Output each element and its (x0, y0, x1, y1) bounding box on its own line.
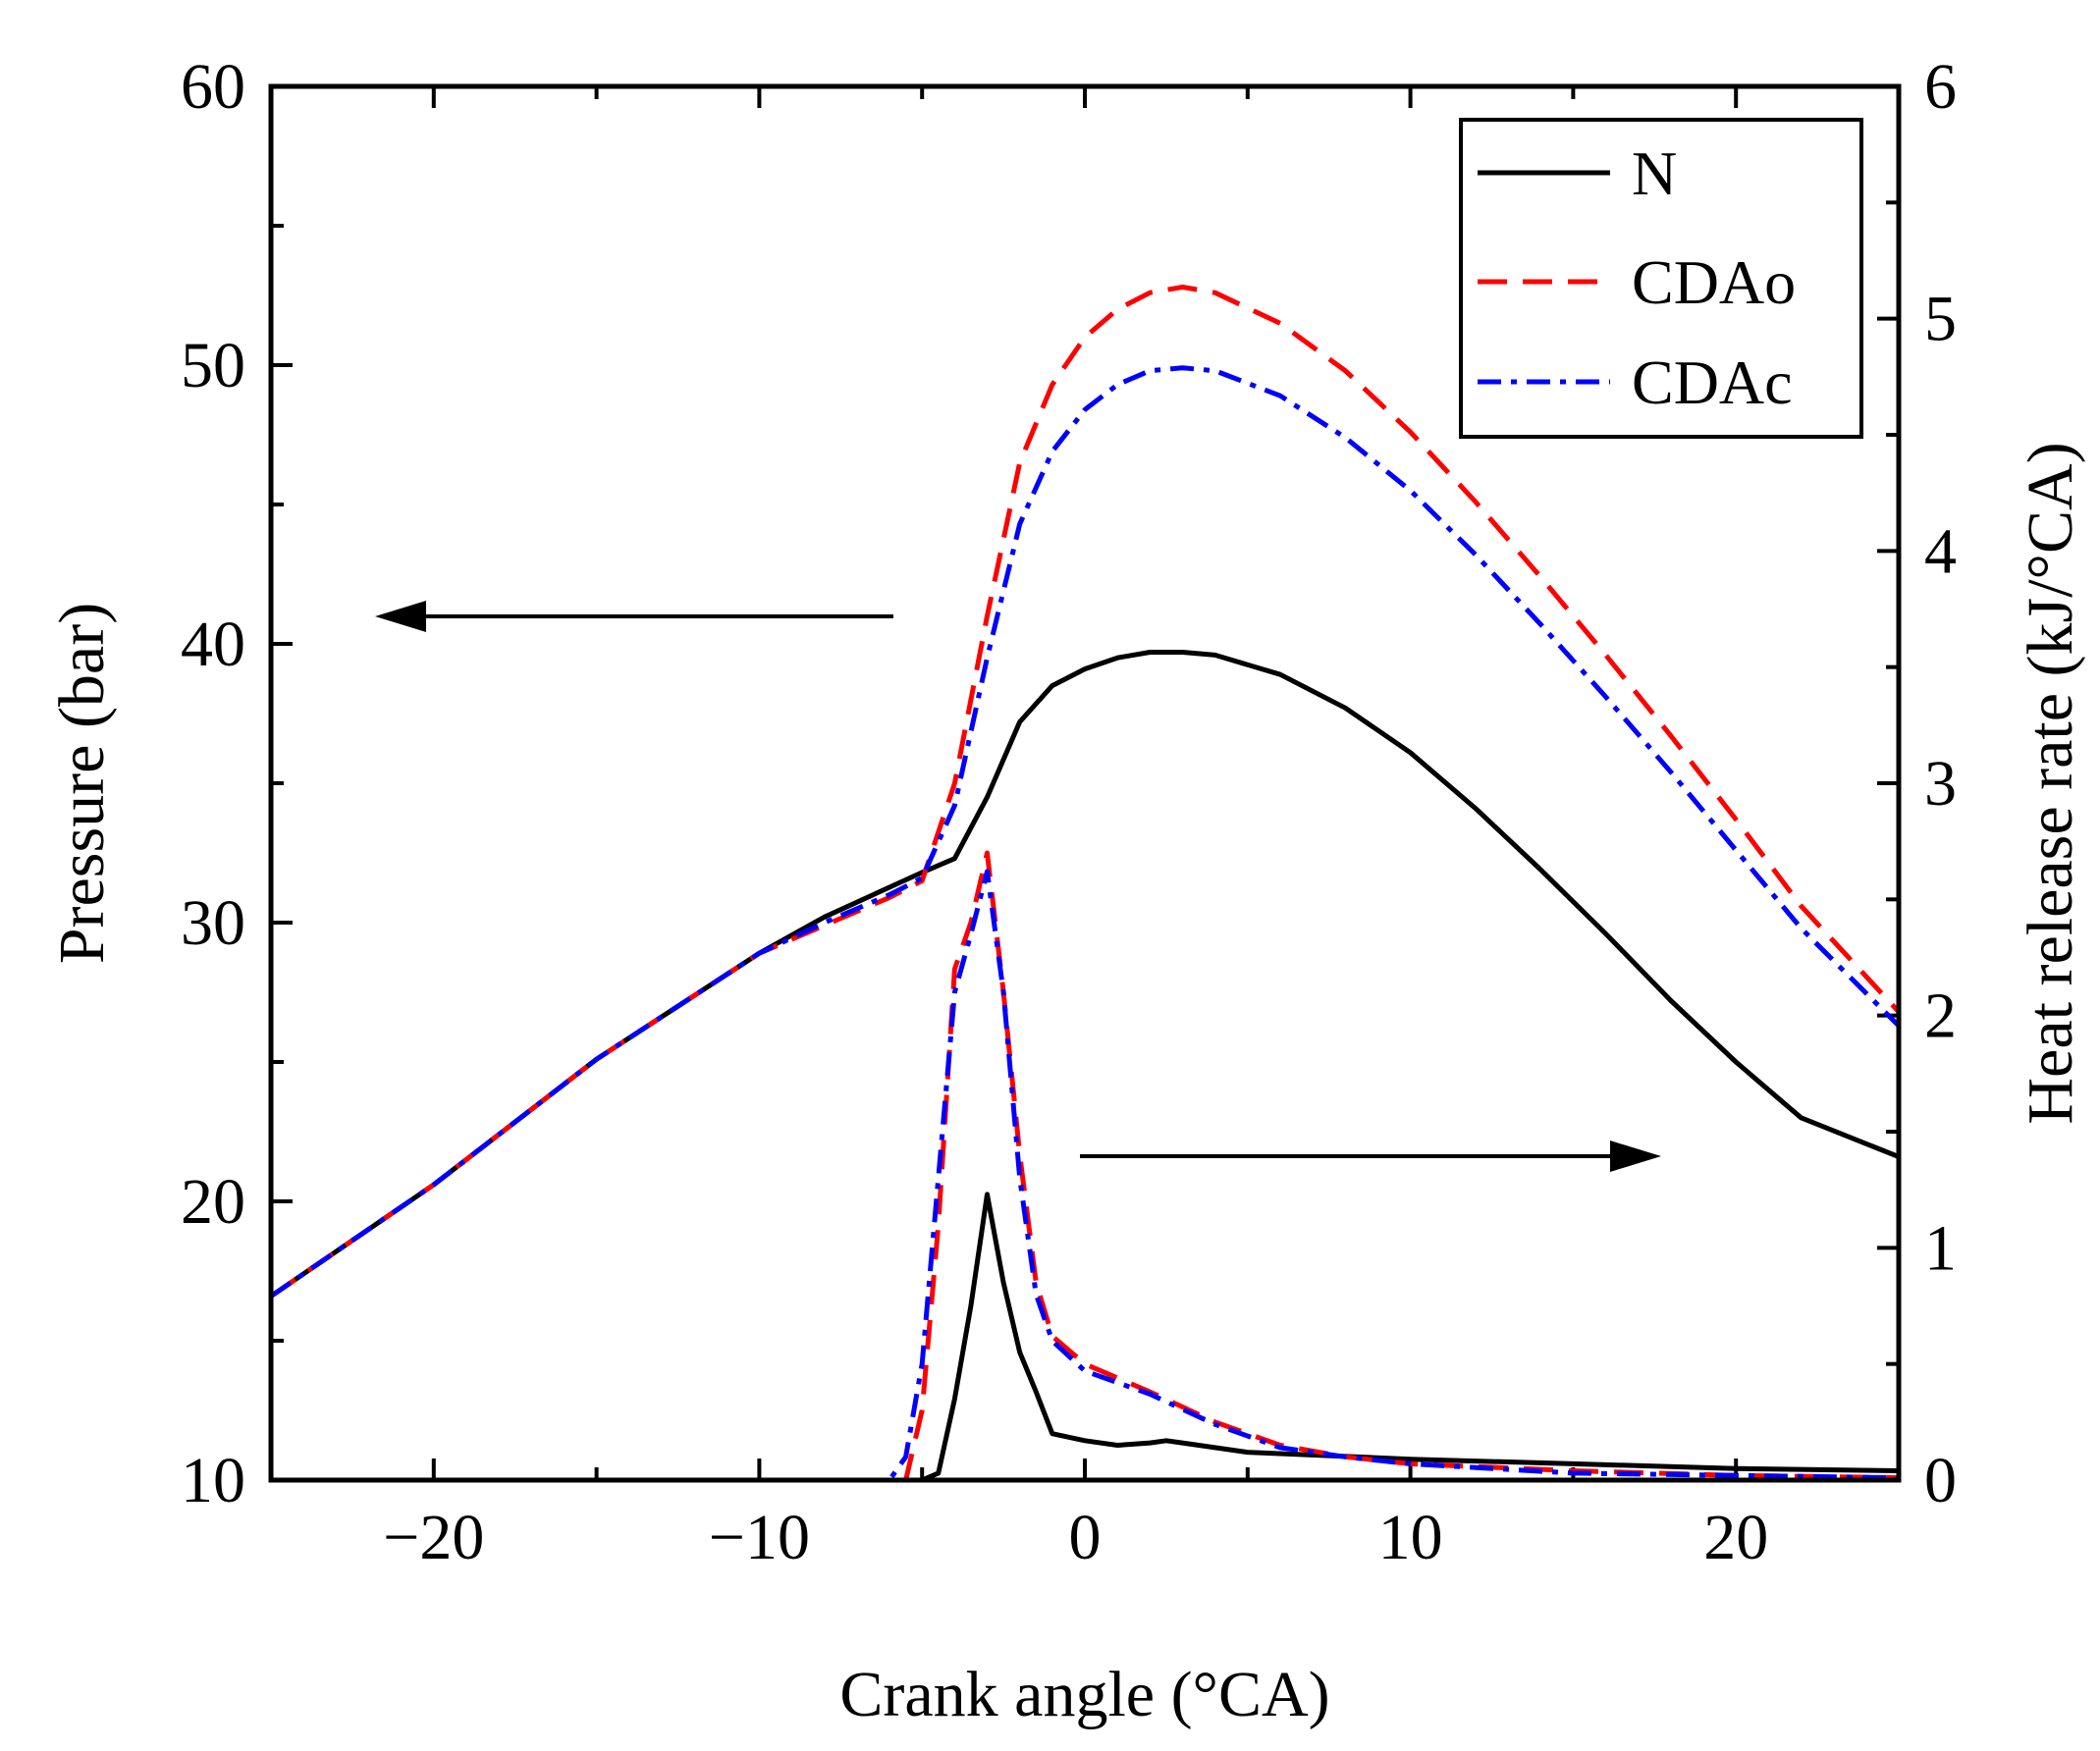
y-right-tick-label: 1 (1924, 1212, 1957, 1284)
y-right-tick-label: 6 (1924, 51, 1957, 123)
y-left-tick-label: 40 (181, 609, 245, 680)
y-right-axis-title: Heat release rate (kJ/°CA) (2015, 442, 2086, 1124)
x-tick-label: 10 (1378, 1502, 1443, 1573)
y-right-tick-label: 2 (1924, 981, 1957, 1052)
y-left-tick-label: 50 (181, 330, 245, 401)
x-tick-label: −10 (709, 1502, 810, 1573)
y-right-tick-label: 4 (1924, 515, 1957, 587)
y-left-tick-label: 20 (181, 1166, 245, 1238)
legend: N CDAo CDAc (1459, 118, 1863, 439)
series-line-cdac-pressure (271, 365, 1899, 1299)
y-right-tick-label: 0 (1924, 1445, 1957, 1516)
y-left-axis-title: Pressure (bar) (46, 603, 118, 964)
tick-labels: −20 −10 0 10 20 10 20 30 40 50 60 0 1 2 3 4 5 6 (181, 51, 1957, 1573)
y-left-tick-label: 60 (181, 51, 245, 123)
x-tick-label: 0 (1069, 1502, 1102, 1573)
right-axis-arrow (1080, 1141, 1661, 1172)
x-axis-title: Crank angle (°CA) (839, 1659, 1329, 1730)
legend-label-cdao: CDAo (1632, 247, 1796, 317)
series-line-cdac-heat-release (271, 869, 1899, 1480)
y-left-tick-label: 30 (181, 887, 245, 959)
legend-label-n: N (1632, 138, 1677, 208)
series-line-cdao-pressure (271, 285, 1899, 1299)
x-tick-label: −20 (383, 1502, 484, 1573)
legend-label-cdac: CDAc (1632, 347, 1793, 417)
series-layer (271, 285, 1899, 1480)
series-line-cdao-heat-release (271, 850, 1899, 1480)
left-axis-arrow (375, 601, 893, 632)
y-left-tick-label: 10 (181, 1445, 245, 1516)
x-tick-label: 20 (1703, 1502, 1768, 1573)
y-right-tick-label: 5 (1924, 284, 1957, 355)
y-right-tick-label: 3 (1924, 748, 1957, 820)
series-line-n-heat-release (271, 1192, 1899, 1480)
series-line-n-pressure (271, 650, 1899, 1299)
plot-frame (268, 83, 1902, 1483)
